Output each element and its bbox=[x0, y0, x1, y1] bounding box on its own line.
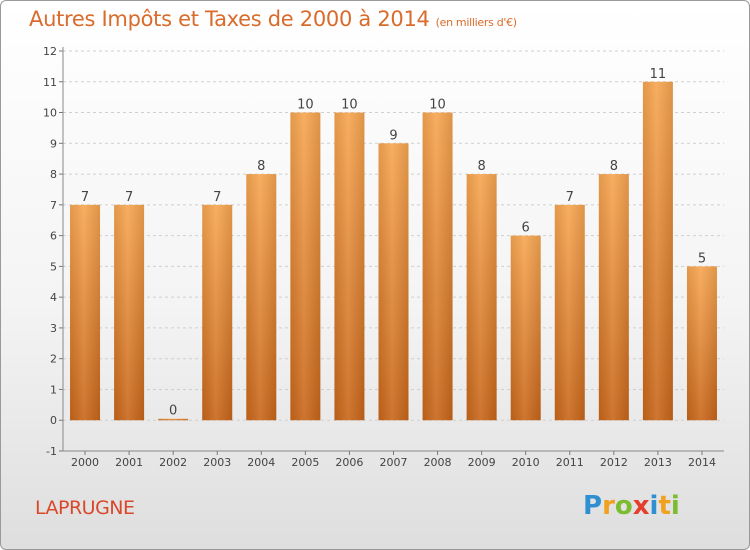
data-label: 8 bbox=[257, 159, 265, 174]
data-label: 7 bbox=[81, 190, 89, 205]
x-tick-label: 2010 bbox=[512, 456, 540, 469]
x-tick-label: 2013 bbox=[644, 456, 672, 469]
bar-shade bbox=[686, 266, 717, 421]
x-tick-label: 2004 bbox=[247, 456, 275, 469]
bar-shade bbox=[70, 204, 101, 421]
y-tick-label: -1 bbox=[46, 445, 57, 458]
x-tick-label: 2003 bbox=[203, 456, 231, 469]
x-tick-label: 2009 bbox=[468, 456, 496, 469]
x-tick-label: 2012 bbox=[600, 456, 628, 469]
bar-shade bbox=[114, 204, 145, 421]
x-tick-label: 2008 bbox=[424, 456, 452, 469]
data-label: 6 bbox=[522, 221, 530, 236]
y-tick-label: 7 bbox=[50, 199, 57, 212]
bar-shade bbox=[510, 235, 541, 421]
chart-unit: (en milliers d'€) bbox=[435, 16, 517, 29]
y-tick-label: 0 bbox=[50, 414, 57, 427]
data-label: 7 bbox=[125, 190, 133, 205]
y-tick-label: 11 bbox=[43, 76, 57, 89]
proxiti-logo[interactable]: Proxiti bbox=[583, 491, 680, 521]
bar-shade bbox=[642, 81, 673, 421]
data-label: 10 bbox=[429, 98, 446, 113]
bar-shade bbox=[466, 174, 497, 421]
data-label: 8 bbox=[610, 159, 618, 174]
bar-shade bbox=[422, 112, 453, 421]
data-label: 10 bbox=[341, 98, 358, 113]
y-tick-label: 6 bbox=[50, 230, 57, 243]
data-label: 5 bbox=[698, 251, 706, 266]
y-tick-label: 12 bbox=[43, 45, 57, 58]
data-labels: 7 7 0 7 8 10 10 9 10 8 6 7 8 11 5 bbox=[81, 67, 706, 419]
x-tick-label: 2005 bbox=[291, 456, 319, 469]
data-label: 0 bbox=[169, 404, 177, 419]
bar-shade bbox=[290, 112, 321, 421]
x-tick-label: 2014 bbox=[688, 456, 716, 469]
data-label: 9 bbox=[389, 128, 397, 143]
bar-shade bbox=[202, 204, 233, 421]
y-tick-label: 1 bbox=[50, 383, 57, 396]
x-tick-label: 2007 bbox=[380, 456, 408, 469]
bar-shade bbox=[598, 174, 629, 421]
x-tick-label: 2001 bbox=[115, 456, 143, 469]
y-tick-label: 10 bbox=[43, 107, 57, 120]
data-label: 7 bbox=[566, 190, 574, 205]
y-tick-label: 3 bbox=[50, 322, 57, 335]
data-label: 10 bbox=[297, 98, 314, 113]
x-tick-label: 2006 bbox=[335, 456, 363, 469]
x-tick-label: 2002 bbox=[159, 456, 187, 469]
commune-name: LAPRUGNE bbox=[35, 497, 135, 519]
data-label: 11 bbox=[650, 67, 667, 82]
bar-shade bbox=[158, 418, 189, 421]
x-tick-label: 2000 bbox=[71, 456, 99, 469]
y-tick-label: 4 bbox=[50, 291, 57, 304]
y-tick-label: 9 bbox=[50, 137, 57, 150]
y-tick-label: 5 bbox=[50, 260, 57, 273]
bar-shade bbox=[246, 174, 277, 421]
x-tick-label: 2011 bbox=[556, 456, 584, 469]
bar-shade bbox=[378, 143, 409, 421]
data-label: 8 bbox=[477, 159, 485, 174]
bars bbox=[70, 81, 717, 421]
y-tick-label: 2 bbox=[50, 353, 57, 366]
bar-shade bbox=[334, 112, 365, 421]
bar-shade bbox=[554, 204, 585, 421]
data-label: 7 bbox=[213, 190, 221, 205]
y-tick-label: 8 bbox=[50, 168, 57, 181]
chart-title: Autres Impôts et Taxes de 2000 à 2014 (en… bbox=[29, 7, 517, 31]
chart-title-text: Autres Impôts et Taxes de 2000 à 2014 bbox=[29, 7, 430, 31]
